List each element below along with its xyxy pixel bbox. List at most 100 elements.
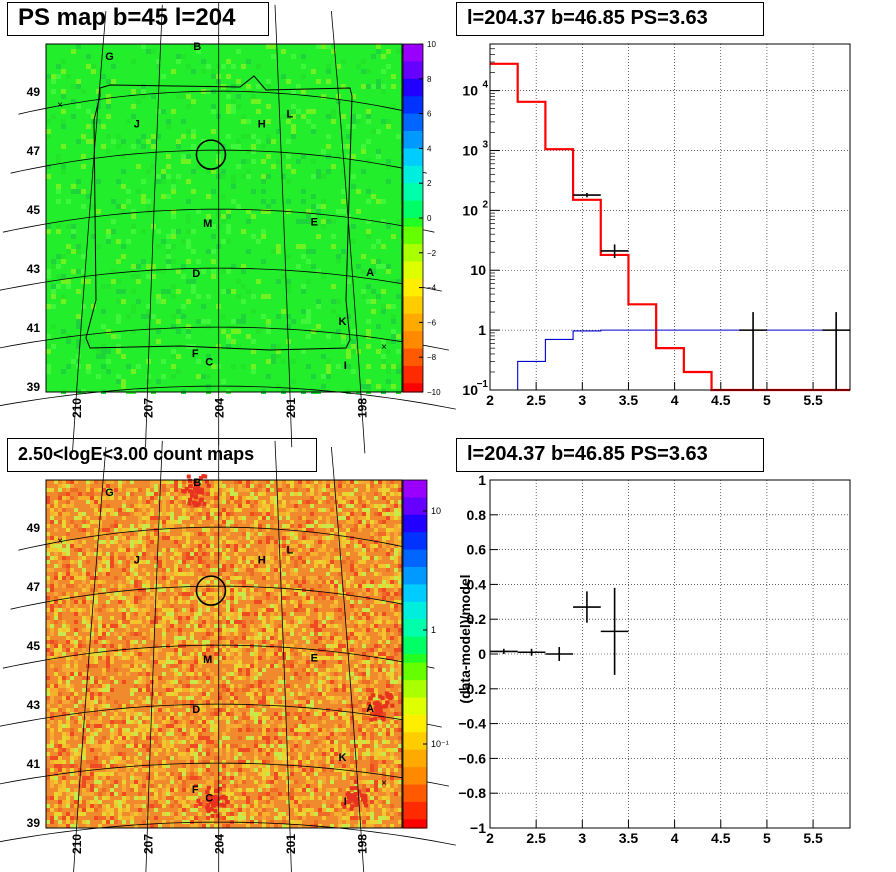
colorbar-tick-label: 10 <box>427 40 436 49</box>
x-tick-label: 3 <box>578 392 586 408</box>
map-pixel <box>142 540 146 544</box>
map-pixel <box>286 279 291 284</box>
map-pixel <box>210 540 214 544</box>
map-pixel <box>326 644 330 648</box>
map-pixel <box>330 588 334 592</box>
map-pixel <box>356 64 361 69</box>
map-pixel <box>222 688 226 692</box>
map-pixel <box>178 592 182 596</box>
map-pixel <box>302 592 306 596</box>
map-pixel <box>61 254 66 259</box>
map-pixel <box>222 632 226 636</box>
map-pixel <box>354 784 358 788</box>
map-pixel <box>318 500 322 504</box>
map-pixel <box>58 644 62 648</box>
map-pixel <box>316 324 321 329</box>
map-pixel <box>206 768 210 772</box>
map-pixel <box>94 504 98 508</box>
map-pixel <box>46 636 50 640</box>
map-pixel <box>94 760 98 764</box>
map-pixel <box>174 492 178 496</box>
map-pixel <box>218 708 222 712</box>
map-pixel <box>62 644 66 648</box>
map-pixel <box>86 724 90 728</box>
map-pixel <box>171 349 176 354</box>
map-pixel <box>101 74 106 79</box>
map-pixel <box>166 584 170 588</box>
map-pixel <box>226 724 230 728</box>
map-pixel <box>161 194 166 199</box>
map-pixel <box>318 584 322 588</box>
map-pixel <box>386 179 391 184</box>
map-pixel <box>242 556 246 560</box>
map-pixel <box>186 154 191 159</box>
map-pixel <box>246 59 251 64</box>
map-pixel <box>226 576 230 580</box>
map-pixel <box>390 708 394 712</box>
map-pixel <box>158 612 162 616</box>
map-pixel <box>66 584 70 588</box>
map-pixel <box>106 668 110 672</box>
map-pixel <box>46 344 51 349</box>
map-pixel <box>90 636 94 640</box>
map-pixel <box>82 520 86 524</box>
map-pixel <box>54 744 58 748</box>
map-pixel <box>74 524 78 528</box>
map-pixel <box>118 548 122 552</box>
map-pixel <box>218 524 222 528</box>
map-pixel <box>130 708 134 712</box>
map-pixel <box>218 768 222 772</box>
map-pixel <box>191 284 196 289</box>
map-pixel <box>362 524 366 528</box>
map-pixel <box>294 488 298 492</box>
map-pixel <box>394 536 398 540</box>
map-pixel <box>330 548 334 552</box>
map-pixel <box>258 704 262 708</box>
map-pixel <box>386 672 390 676</box>
map-pixel <box>254 676 258 680</box>
map-pixel <box>198 688 202 692</box>
map-pixel <box>266 548 270 552</box>
map-pixel <box>46 676 50 680</box>
map-pixel <box>58 520 62 524</box>
map-pixel <box>186 608 190 612</box>
map-pixel <box>362 520 366 524</box>
map-pixel <box>210 632 214 636</box>
map-pixel <box>142 648 146 652</box>
map-pixel <box>102 776 106 780</box>
map-pixel <box>378 732 382 736</box>
map-pixel <box>194 784 198 788</box>
map-pixel <box>382 536 386 540</box>
map-pixel <box>221 379 226 384</box>
map-pixel <box>166 480 170 484</box>
map-pixel <box>246 504 250 508</box>
map-pixel <box>130 692 134 696</box>
map-pixel <box>70 484 74 488</box>
map-pixel <box>78 548 82 552</box>
colorbar-cell <box>403 209 423 219</box>
map-pixel <box>211 129 216 134</box>
map-pixel <box>131 214 136 219</box>
map-pixel <box>326 524 330 528</box>
map-pixel <box>266 512 270 516</box>
map-pixel <box>126 580 130 584</box>
map-pixel <box>234 784 238 788</box>
map-pixel <box>218 528 222 532</box>
map-pixel <box>254 480 258 484</box>
map-pixel <box>376 84 381 89</box>
map-pixel <box>246 480 250 484</box>
map-pixel <box>218 500 222 504</box>
map-pixel <box>202 580 206 584</box>
map-pixel <box>250 484 254 488</box>
map-pixel <box>141 229 146 234</box>
map-pixel <box>142 556 146 560</box>
map-pixel <box>182 592 186 596</box>
map-pixel <box>230 488 234 492</box>
map-pixel <box>266 760 270 764</box>
map-pixel <box>350 716 354 720</box>
map-pixel <box>142 720 146 724</box>
map-pixel <box>126 744 130 748</box>
map-pixel <box>94 600 98 604</box>
map-pixel <box>194 680 198 684</box>
